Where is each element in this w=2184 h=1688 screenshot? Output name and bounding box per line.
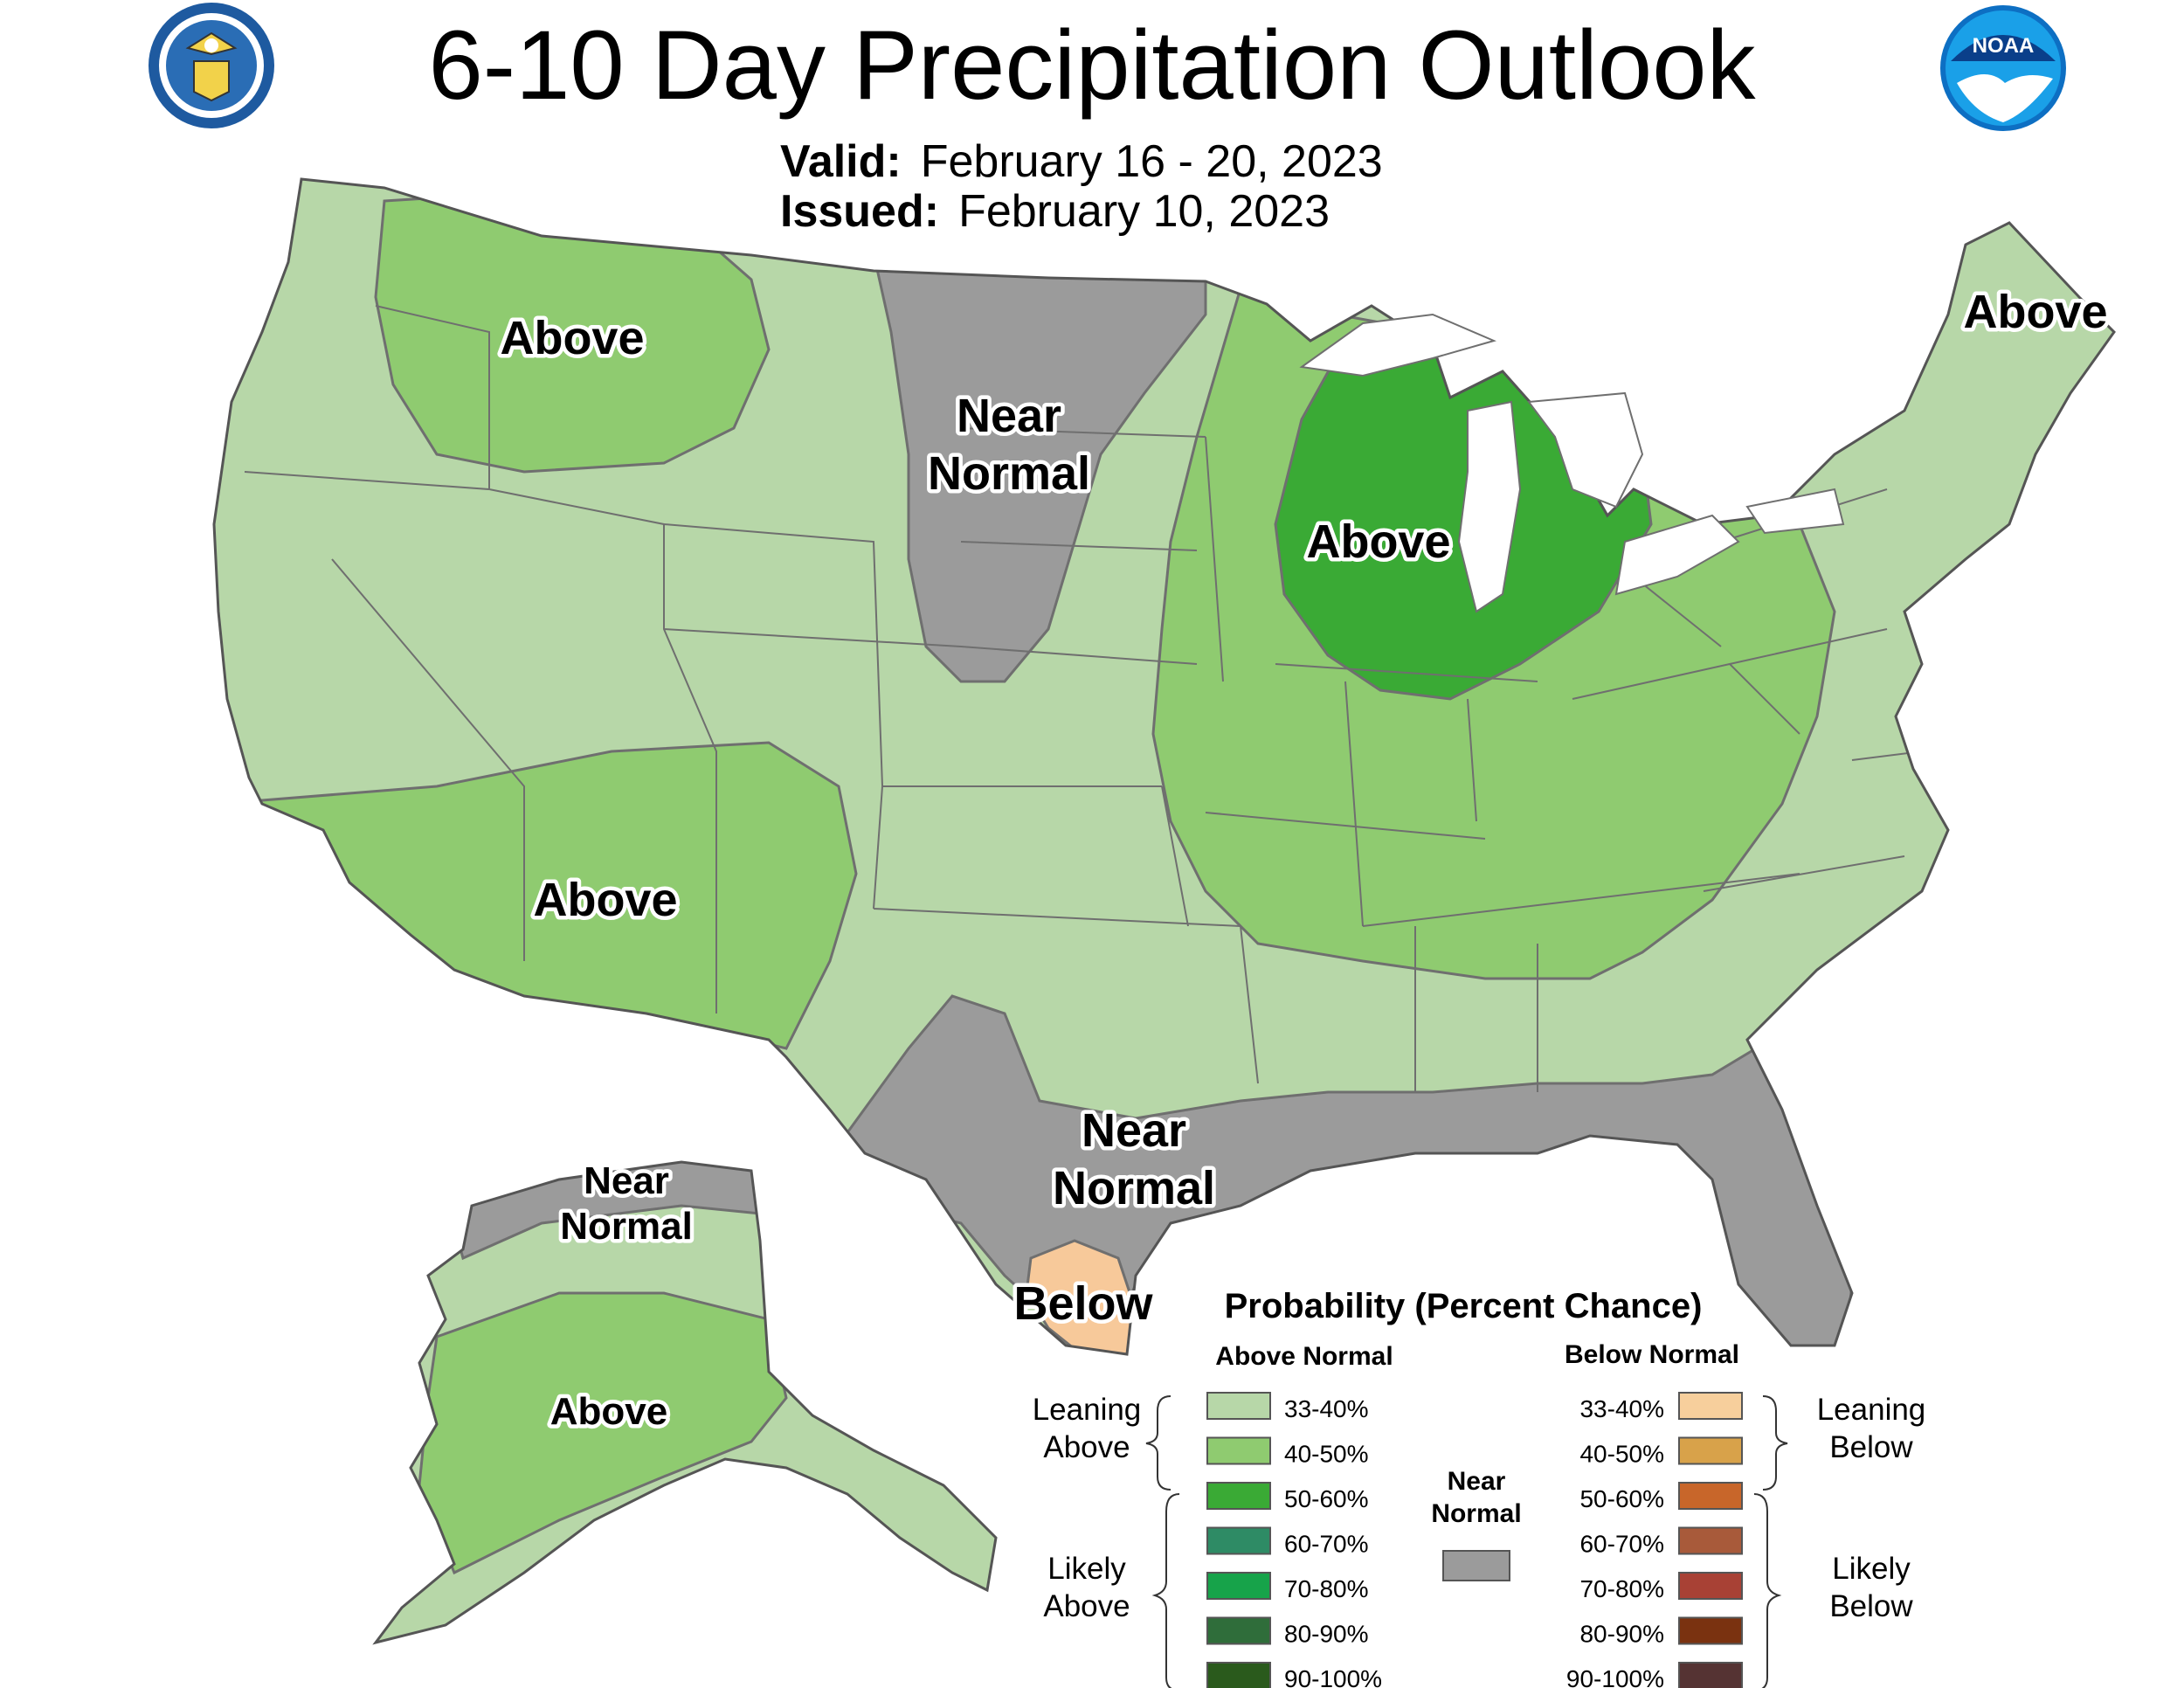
legend-likely-above-line1: Likely [1047,1552,1126,1586]
legend-above-swatch-5 [1206,1616,1271,1645]
legend-above-label-4: 70-80% [1284,1575,1369,1602]
legend-above-label-6: 90-100% [1284,1665,1382,1688]
legend-near-normal-line1: Near [1448,1467,1506,1496]
legend-near-normal-line2: Normal [1431,1499,1521,1528]
legend-below-label-4: 70-80% [1579,1575,1664,1602]
legend-above-label-0: 33-40% [1284,1395,1369,1422]
alaska-region [376,1162,996,1643]
issued-value: February 10, 2023 [958,186,1330,237]
legend-below-swatch-3 [1678,1526,1743,1555]
legend-above-label-3: 60-70% [1284,1531,1369,1558]
legend-above-label-1: 40-50% [1284,1441,1369,1468]
region-label-southwest: Above [533,874,677,926]
alaska-outline [372,1160,998,1645]
south-texas-below-area [1025,1239,1137,1354]
legend-below-label-3: 60-70% [1579,1531,1664,1558]
map-title: 6-10 Day Precipitation Outlook [428,10,1756,120]
legend-below-swatch-0 [1678,1392,1743,1420]
region-label-gulf-line1: Near [1082,1104,1186,1157]
legend-above-swatch-0 [1206,1392,1271,1420]
legend-likely-above-line2: Above [1043,1589,1130,1623]
legend-below-label-0: 33-40% [1579,1395,1664,1422]
legend-below-swatch-4 [1678,1572,1743,1600]
legend-below-label-1: 40-50% [1579,1441,1664,1468]
legend-above-swatch-4 [1206,1572,1271,1600]
noaa-logo: NOAA [1940,5,2066,131]
legend: Probability (Percent Chance) Above Norma… [1033,1287,1926,1688]
region-label-alaska-north-line2: Normal [560,1205,693,1248]
legend-leaning-below-line2: Below [1829,1430,1913,1464]
conus-outline [212,177,2116,1356]
legend-below-label-2: 50-60% [1579,1485,1664,1512]
noaa-logo-text: NOAA [1973,34,2035,58]
region-label-northeast: Above [1963,286,2107,338]
alaska-above-area [418,1291,788,1575]
legend-above-swatch-6 [1206,1662,1271,1688]
dakotas-near-normal-area [872,252,1207,683]
legend-above-label-5: 80-90% [1284,1621,1369,1648]
legend-below-label-5: 80-90% [1579,1621,1664,1648]
legend-below-swatch-6 [1678,1662,1743,1688]
issued-date: Issued: February 10, 2023 [780,185,1330,238]
department-of-commerce-seal [149,3,274,128]
legend-above-header: Above Normal [1215,1342,1393,1371]
valid-dates: Valid: February 16 - 20, 2023 [780,135,1383,188]
legend-likely-below-line1: Likely [1832,1552,1911,1586]
region-label-dakotas-line1: Near [957,390,1061,442]
legend-above-rows: 33-40% 40-50% 50-60% 60-70% 70-80% 80-90% 90-1… [1206,1392,1382,1688]
region-label-alaska-north-line1: Near [584,1159,669,1202]
legend-above-label-2: 50-60% [1284,1485,1369,1512]
legend-braces [1145,1395,1788,1688]
region-label-great-lakes: Above [1306,515,1450,568]
legend-below-header: Below Normal [1565,1340,1739,1369]
legend-likely-below-line2: Below [1829,1589,1913,1623]
legend-above-swatch-2 [1206,1482,1271,1510]
legend-leaning-above-line2: Above [1043,1430,1130,1464]
legend-near-normal-swatch [1442,1550,1510,1581]
valid-value: February 16 - 20, 2023 [920,136,1383,187]
legend-leaning-below-line1: Leaning [1817,1393,1926,1427]
region-label-gulf-line2: Normal [1053,1162,1215,1214]
issued-label: Issued: [780,186,940,237]
legend-title: Probability (Percent Chance) [1225,1287,1703,1325]
region-label-northwest: Above [500,312,644,364]
great-lakes-water [1299,313,1845,613]
legend-below-swatch-5 [1678,1616,1743,1645]
legend-above-swatch-3 [1206,1526,1271,1555]
region-label-dakotas-line2: Normal [928,447,1090,500]
legend-below-rows: 33-40% 40-50% 50-60% 60-70% 70-80% 80-90% 90-1… [1566,1392,1743,1688]
state-boundaries [244,305,1923,1092]
region-label-south-texas: Below [1013,1277,1153,1330]
legend-leaning-above-line1: Leaning [1033,1393,1142,1427]
legend-above-swatch-1 [1206,1436,1271,1465]
legend-below-swatch-2 [1678,1482,1743,1510]
legend-below-swatch-1 [1678,1436,1743,1465]
region-label-alaska-south: Above [550,1390,667,1433]
valid-label: Valid: [780,136,902,187]
legend-below-label-6: 90-100% [1566,1665,1664,1688]
